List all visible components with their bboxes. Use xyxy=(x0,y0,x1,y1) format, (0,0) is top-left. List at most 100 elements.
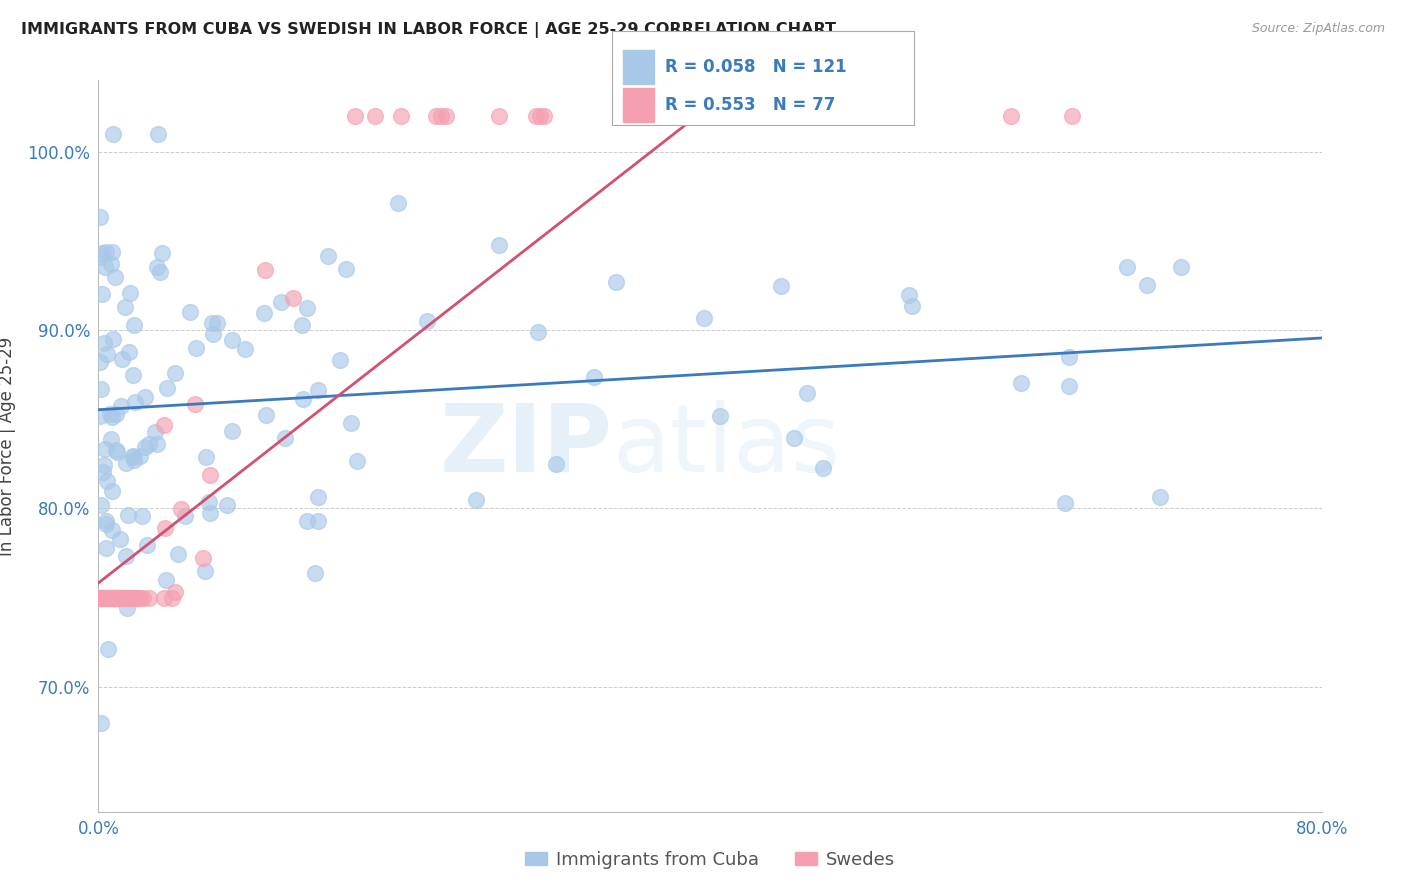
Text: IMMIGRANTS FROM CUBA VS SWEDISH IN LABOR FORCE | AGE 25-29 CORRELATION CHART: IMMIGRANTS FROM CUBA VS SWEDISH IN LABOR… xyxy=(21,22,837,38)
Point xyxy=(526,325,548,339)
Point xyxy=(103,127,125,141)
Point xyxy=(96,475,118,489)
Point xyxy=(118,591,141,605)
Point xyxy=(94,591,117,605)
Point xyxy=(170,501,193,516)
Point xyxy=(124,395,146,409)
Point xyxy=(93,591,115,605)
Point xyxy=(198,467,221,482)
Point xyxy=(202,327,225,342)
Point xyxy=(112,591,135,605)
Point xyxy=(1136,278,1159,293)
Point xyxy=(122,591,145,605)
Point xyxy=(1010,376,1032,390)
Point xyxy=(233,342,256,356)
Point xyxy=(165,585,187,599)
Point xyxy=(488,238,510,252)
Point xyxy=(148,127,170,141)
Point xyxy=(434,109,457,123)
Point xyxy=(96,591,118,605)
Point xyxy=(153,521,176,535)
Point xyxy=(221,424,243,438)
Point xyxy=(173,508,195,523)
Point xyxy=(134,390,156,404)
Point xyxy=(104,269,127,284)
Point xyxy=(117,591,139,605)
Point xyxy=(304,566,326,580)
Point xyxy=(97,591,120,605)
Point xyxy=(582,369,605,384)
Point xyxy=(94,517,117,532)
Text: ZIP: ZIP xyxy=(439,400,612,492)
Point xyxy=(155,574,177,588)
Point xyxy=(430,109,453,123)
Point xyxy=(100,484,122,499)
Point xyxy=(811,461,834,475)
Point xyxy=(108,591,131,605)
Point xyxy=(111,591,134,605)
Point xyxy=(783,431,806,445)
Point xyxy=(104,407,127,421)
Point xyxy=(626,109,648,123)
Point xyxy=(132,591,155,605)
Point xyxy=(89,591,111,605)
Point xyxy=(96,347,118,361)
Point xyxy=(138,436,160,450)
Point xyxy=(387,196,409,211)
Point xyxy=(297,514,319,528)
Point xyxy=(107,591,129,605)
Point xyxy=(103,591,125,605)
Point xyxy=(1149,491,1171,505)
Point xyxy=(100,591,122,605)
Point xyxy=(89,409,111,423)
Point xyxy=(89,591,111,605)
Point xyxy=(122,453,145,467)
Point xyxy=(145,425,167,440)
Point xyxy=(281,291,304,305)
Point xyxy=(184,341,207,355)
Point xyxy=(110,399,132,413)
Point xyxy=(529,109,551,123)
Point xyxy=(346,454,368,468)
Point xyxy=(844,109,866,123)
Point xyxy=(120,285,142,300)
Point xyxy=(91,591,114,605)
Point xyxy=(735,109,758,123)
Point xyxy=(194,564,217,578)
Point xyxy=(165,366,187,380)
Point xyxy=(129,591,152,605)
Point xyxy=(111,352,134,367)
Point xyxy=(105,591,128,605)
Text: R = 0.553   N = 77: R = 0.553 N = 77 xyxy=(665,96,835,114)
Point xyxy=(122,450,145,464)
Point xyxy=(254,408,277,422)
Point xyxy=(107,591,129,605)
Point xyxy=(344,109,367,123)
Point xyxy=(108,532,131,546)
Point xyxy=(124,591,146,605)
Point xyxy=(152,591,174,605)
Point xyxy=(253,263,276,277)
Point xyxy=(179,304,201,318)
Point xyxy=(101,332,124,346)
Point xyxy=(91,286,114,301)
Point xyxy=(796,386,818,401)
Point xyxy=(205,316,228,330)
Point xyxy=(488,109,510,123)
Point xyxy=(105,445,128,459)
Point xyxy=(217,498,239,512)
Point xyxy=(129,450,152,464)
Point xyxy=(830,109,852,123)
Point xyxy=(90,498,112,512)
Point xyxy=(100,257,122,271)
Point xyxy=(93,458,115,472)
Point xyxy=(94,541,117,556)
Point xyxy=(89,210,111,224)
Point xyxy=(270,294,292,309)
Text: Source: ZipAtlas.com: Source: ZipAtlas.com xyxy=(1251,22,1385,36)
Point xyxy=(533,109,555,123)
Point xyxy=(416,314,439,328)
Point xyxy=(115,456,138,470)
Text: atlas: atlas xyxy=(612,400,841,492)
Point xyxy=(115,601,138,615)
